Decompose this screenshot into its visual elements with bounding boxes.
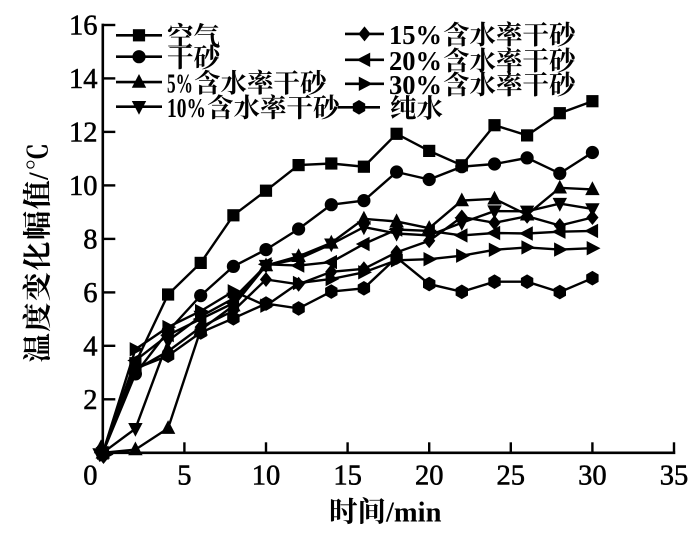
svg-text:20%: 20% <box>389 46 442 76</box>
svg-text:20: 20 <box>415 461 444 492</box>
svg-text:10: 10 <box>252 461 281 492</box>
svg-text:10: 10 <box>69 171 98 202</box>
svg-text:5%: 5% <box>167 68 193 98</box>
svg-text:25: 25 <box>497 461 526 492</box>
svg-text:12: 12 <box>69 117 98 148</box>
svg-text:35: 35 <box>660 461 689 492</box>
svg-text:15: 15 <box>333 461 362 492</box>
svg-text:14: 14 <box>69 64 98 95</box>
svg-text:16: 16 <box>69 11 98 42</box>
svg-text:30%: 30% <box>389 70 442 100</box>
svg-text:4: 4 <box>83 331 97 362</box>
svg-text:8: 8 <box>83 224 97 255</box>
svg-text:30: 30 <box>578 461 607 492</box>
svg-text:15%: 15% <box>389 20 442 50</box>
svg-text:2: 2 <box>83 385 97 416</box>
svg-text:0: 0 <box>83 461 97 492</box>
svg-text:/min: /min <box>385 498 442 529</box>
svg-text:5: 5 <box>177 461 191 492</box>
svg-text:/: / <box>24 172 54 181</box>
svg-text:6: 6 <box>83 278 97 309</box>
svg-text:10%: 10% <box>167 93 206 123</box>
